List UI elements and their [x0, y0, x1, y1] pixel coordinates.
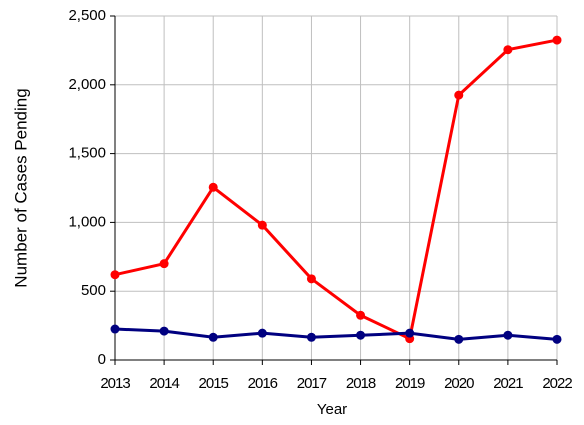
point — [257, 220, 267, 230]
point — [208, 332, 218, 342]
point — [110, 270, 120, 280]
x-tick-label: 2019 — [395, 375, 425, 392]
point — [110, 324, 120, 334]
point — [552, 334, 562, 344]
point — [257, 328, 267, 338]
y-tick-label: 2,000 — [68, 76, 106, 93]
y-tick-label: 0 — [98, 351, 106, 368]
x-tick-label: 2021 — [493, 375, 523, 392]
point — [552, 35, 562, 45]
point — [208, 182, 218, 192]
series-line — [114, 38, 558, 341]
point — [159, 326, 169, 336]
point — [454, 90, 464, 100]
x-tick-label: 2017 — [297, 375, 327, 392]
point — [356, 330, 366, 340]
x-tick-label: 2022 — [542, 375, 572, 392]
point — [503, 330, 513, 340]
y-tick-label: 1,000 — [68, 213, 106, 230]
point — [405, 328, 415, 338]
x-tick-label: 2018 — [346, 375, 376, 392]
point — [356, 310, 366, 320]
point — [306, 274, 316, 284]
x-tick-label: 2014 — [149, 375, 179, 392]
x-axis-label: Year — [317, 401, 347, 418]
x-tick-label: 2016 — [248, 375, 278, 392]
y-tick-label: 1,500 — [68, 145, 106, 162]
y-axis-label: Number of Cases Pending — [11, 88, 30, 287]
x-tick-label: 2013 — [100, 375, 130, 392]
x-tick-label: 2015 — [199, 375, 229, 392]
x-tick-label: 2020 — [444, 375, 474, 392]
series-line — [114, 327, 558, 341]
y-tick-label: 2,500 — [68, 7, 106, 24]
point — [503, 45, 513, 55]
y-tick-label: 500 — [81, 282, 106, 299]
point — [306, 332, 316, 342]
point — [454, 334, 464, 344]
point — [159, 259, 169, 269]
